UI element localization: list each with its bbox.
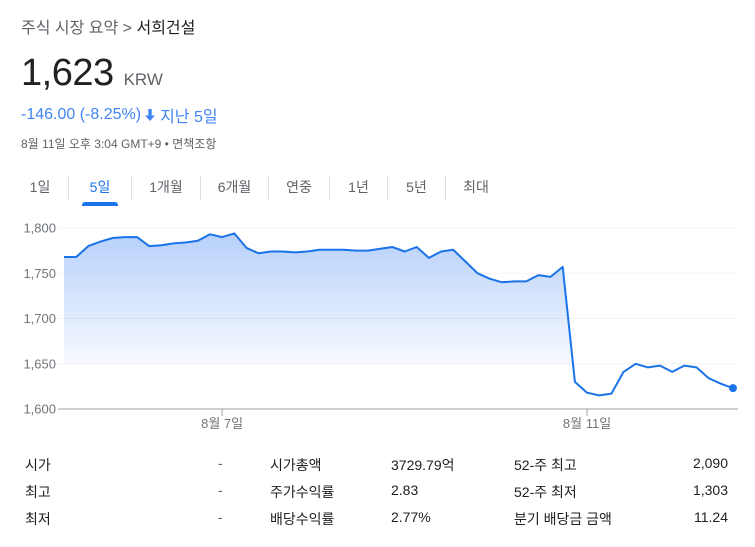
tab-6m[interactable]: 6개월 [201, 174, 268, 204]
range-tabs: 1일 5일 1개월 6개월 연중 1년 5년 최대 [12, 174, 506, 204]
y-tick-label: 1,650 [23, 356, 56, 371]
tab-divider [329, 176, 330, 200]
stat-label-52w-high: 52-주 최고 [514, 457, 577, 473]
arrow-down-icon [144, 108, 156, 122]
stats-row: 시가 - 시가총액 3729.79억 52-주 최고 2,090 [0, 455, 755, 479]
disclaimer-link[interactable]: 면책조항 [172, 137, 217, 151]
tab-label: 1개월 [149, 179, 183, 195]
currency: KRW [123, 70, 163, 89]
tab-1y[interactable]: 1년 [330, 174, 387, 204]
stat-value-market-cap: 3729.79억 [391, 457, 455, 473]
x-tick-label: 8월 7일 [201, 416, 243, 431]
tab-1d[interactable]: 1일 [12, 174, 68, 204]
chart-line [64, 232, 734, 397]
tab-1m[interactable]: 1개월 [132, 174, 200, 204]
y-tick-label: 1,700 [23, 311, 56, 326]
y-axis-labels: 1,600 1,650 1,700 1,750 1,800 [23, 221, 56, 417]
tab-divider [268, 176, 269, 200]
chart-area-fill [64, 233, 575, 382]
stats-row: 최고 - 주가수익률 2.83 52-주 최저 1,303 [0, 482, 755, 506]
breadcrumb-parent[interactable]: 주식 시장 요약 [21, 20, 119, 37]
tab-label: 1년 [348, 179, 369, 195]
stat-label-pe-ratio: 주가수익률 [270, 484, 335, 500]
tab-label: 1일 [29, 179, 51, 195]
stat-label-52w-low: 52-주 최저 [514, 484, 577, 500]
tab-label: 연중 [286, 179, 312, 195]
price-row: 1,623 KRW [21, 52, 163, 95]
tab-divider [445, 176, 446, 200]
tab-divider [387, 176, 388, 200]
y-tick-label: 1,750 [23, 266, 56, 281]
tab-max[interactable]: 최대 [446, 174, 506, 204]
stat-label-low: 최저 [25, 511, 51, 527]
stat-value-quarterly-dividend: 11.24 [694, 509, 728, 525]
timestamp: 8월 11일 오후 3:04 GMT+9 [21, 137, 162, 151]
tab-label: 5일 [89, 179, 111, 195]
y-tick-label: 1,600 [23, 402, 56, 417]
stat-value-open: - [218, 455, 223, 471]
bullet: • [164, 137, 169, 151]
stat-label-dividend-yield: 배당수익률 [270, 511, 335, 527]
tab-5d[interactable]: 5일 [69, 174, 131, 204]
change-amount: -146.00 (-8.25%) [21, 106, 142, 123]
breadcrumb: 주식 시장 요약 > 서희건설 [21, 14, 195, 38]
stat-value-high: - [218, 482, 223, 498]
y-tick-label: 1,800 [23, 221, 56, 236]
stat-value-low: - [218, 509, 223, 525]
tab-ytd[interactable]: 연중 [269, 174, 329, 204]
quote-meta: 8월 11일 오후 3:04 GMT+9 • 면책조항 [21, 135, 216, 152]
stat-label-open: 시가 [25, 457, 51, 473]
current-price: 1,623 [21, 52, 114, 94]
stat-value-52w-high: 2,090 [692, 455, 728, 471]
breadcrumb-separator: > [122, 20, 133, 37]
tab-label: 6개월 [217, 179, 252, 195]
stat-value-pe-ratio: 2.83 [391, 482, 419, 498]
price-chart[interactable]: 1,600 1,650 1,700 1,750 1,800 8월 7일 8월 11일 [0, 215, 755, 440]
x-tick-label: 8월 11일 [563, 416, 611, 431]
breadcrumb-current: 서희건설 [136, 20, 196, 37]
stat-label-high: 최고 [25, 484, 51, 500]
tab-divider [200, 176, 201, 200]
tab-label: 5년 [406, 179, 427, 195]
last-point-marker [729, 384, 737, 393]
price-change: -146.00 (-8.25%) 지난 5일 [21, 103, 218, 127]
x-axis-labels: 8월 7일 8월 11일 [201, 409, 611, 431]
stat-value-52w-low: 1,303 [692, 482, 728, 498]
stat-value-dividend-yield: 2.77% [391, 509, 431, 525]
change-period: 지난 5일 [160, 109, 218, 126]
tab-divider [131, 176, 132, 200]
tab-5y[interactable]: 5년 [388, 174, 445, 204]
stat-label-market-cap: 시가총액 [270, 457, 322, 473]
stat-label-quarterly-dividend: 분기 배당금 금액 [514, 511, 612, 527]
stats-row: 최저 - 배당수익률 2.77% 분기 배당금 금액 11.24 [0, 509, 755, 533]
tab-label: 최대 [463, 179, 489, 195]
